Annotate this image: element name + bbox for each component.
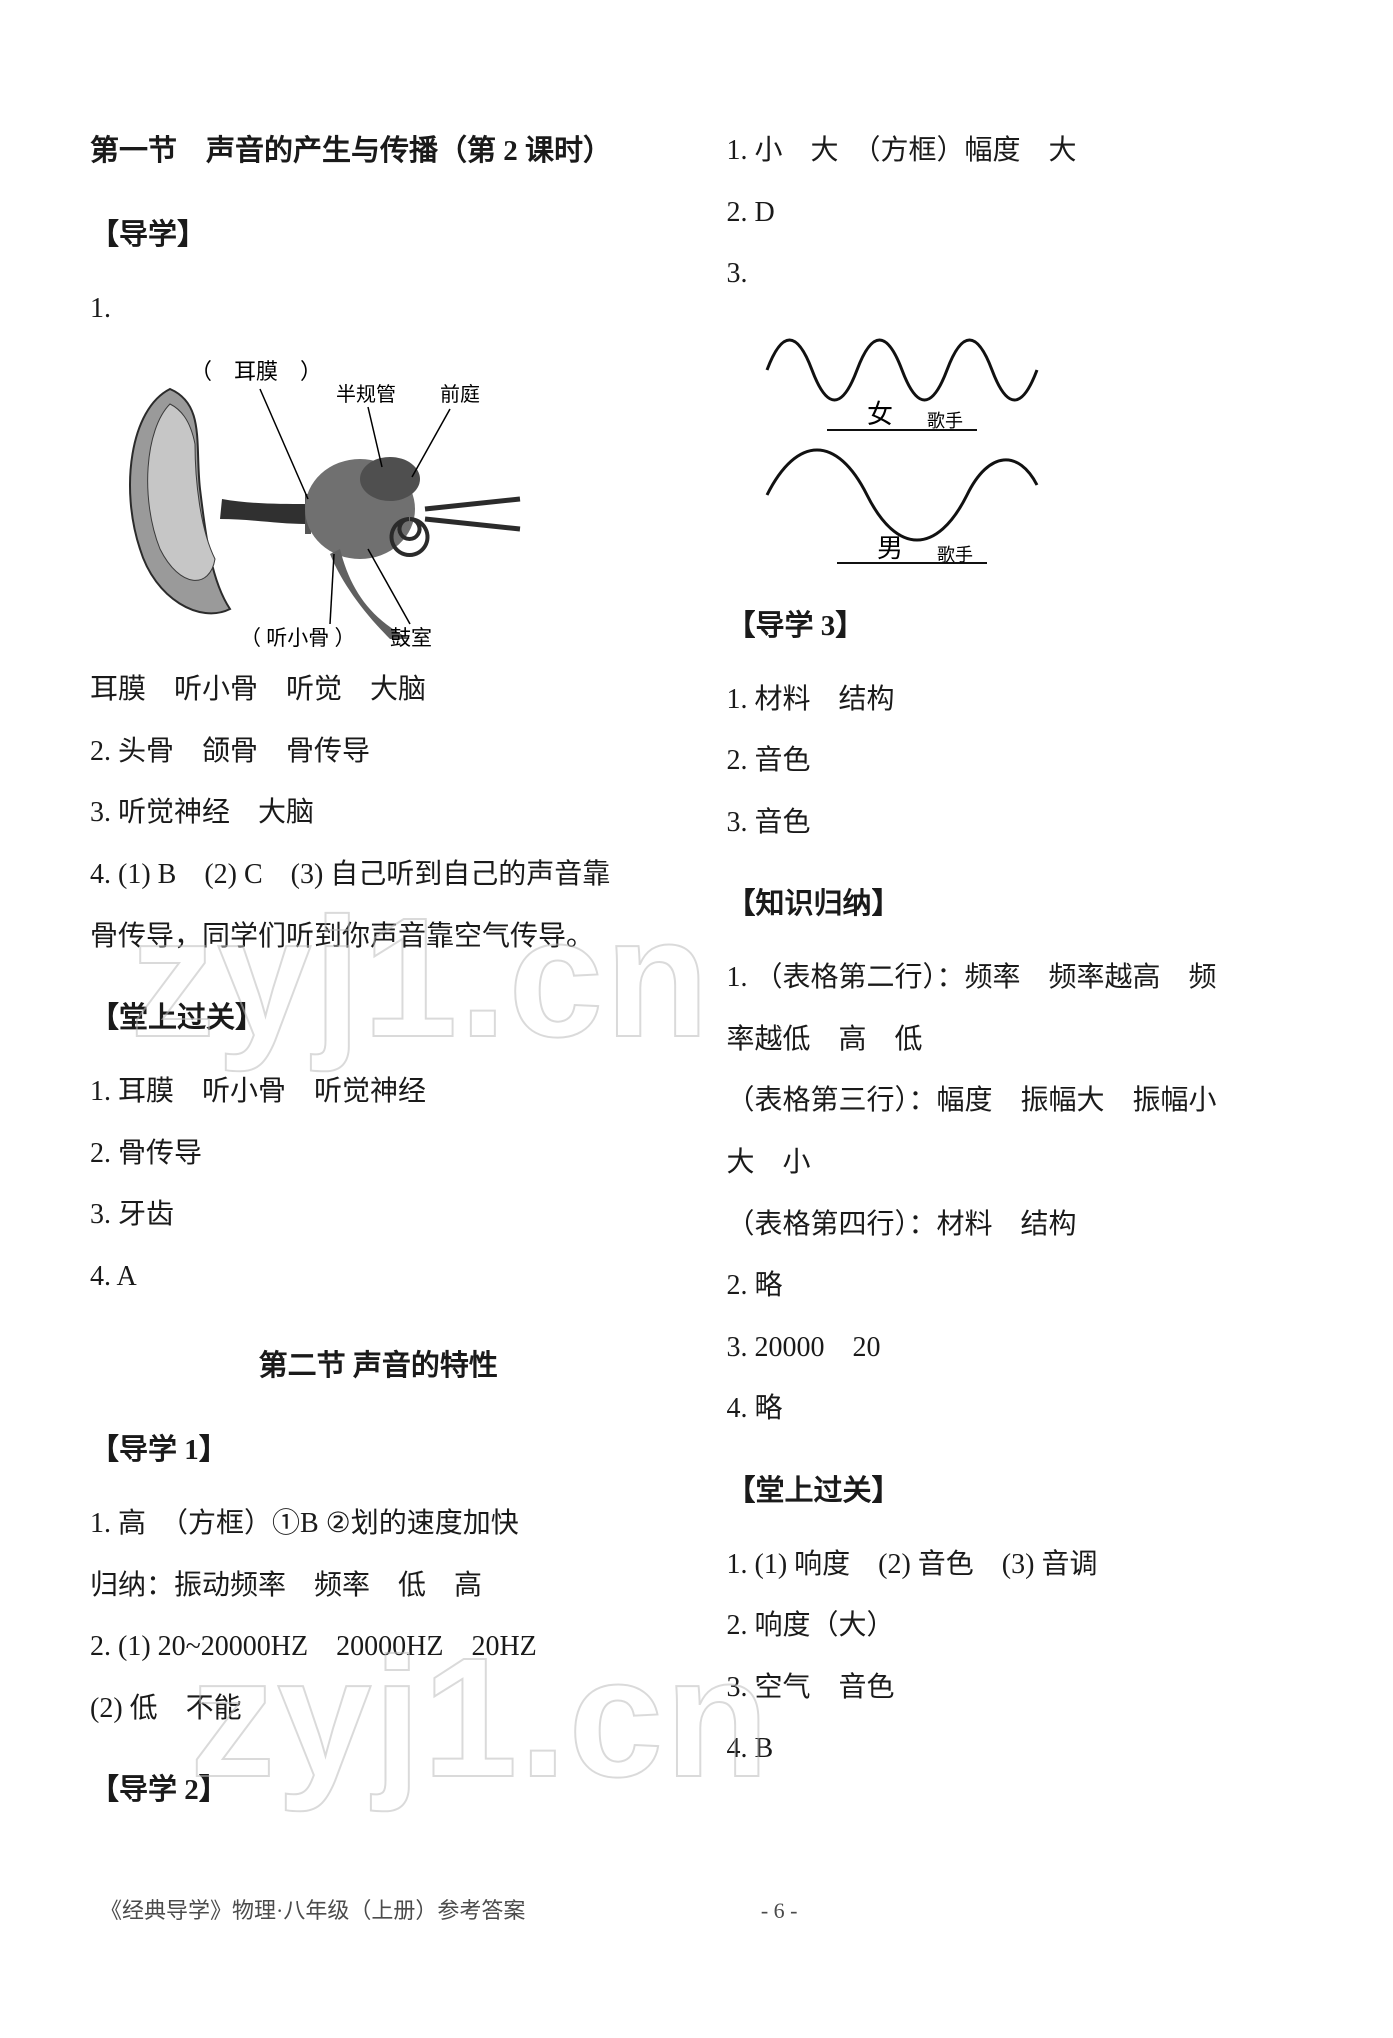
heading-daoxue3: 【导学 3】	[727, 595, 1304, 659]
zhishi-3: 3. 20000 20	[727, 1317, 1304, 1379]
heading-tangguan-left: 【堂上过关】	[90, 987, 667, 1051]
left-q3: 3. 听觉神经 大脑	[90, 782, 667, 844]
heading-daoxue2: 【导学 2】	[90, 1759, 667, 1823]
ear-label-eardrum: （ 耳膜 ）	[190, 359, 322, 384]
dx1-summary: 归纳：振动频率 频率 低 高	[90, 1555, 667, 1617]
page-footer: 《经典导学》物理·八年级（上册）参考答案 - 6 -	[90, 1893, 1303, 1925]
r2: 2. D	[727, 182, 1304, 244]
r3: 3.	[727, 243, 1304, 305]
two-column-layout: 第一节 声音的产生与传播（第 2 课时） 【导学】 1.	[90, 120, 1303, 1833]
heading-daoxue1: 【导学 1】	[90, 1419, 667, 1483]
left-t4: 4. A	[90, 1246, 667, 1308]
tg3: 3. 空气 音色	[727, 1657, 1304, 1719]
ear-label-semicircular: 半规管	[336, 383, 396, 406]
section-1-title: 第一节 声音的产生与传播（第 2 课时）	[90, 120, 667, 184]
page: zyj1.cn zyj1.cn 第一节 声音的产生与传播（第 2 课时） 【导学…	[0, 0, 1393, 1965]
dx1-2a: 2. (1) 20~20000HZ 20000HZ 20HZ	[90, 1616, 667, 1678]
footer-page-number: - 6 -	[525, 1898, 1033, 1924]
dx1-1: 1. 高 （方框）①B ②划的速度加快	[90, 1493, 667, 1555]
zhishi-4: 4. 略	[727, 1378, 1304, 1440]
left-t2: 2. 骨传导	[90, 1123, 667, 1185]
right-column: 1. 小 大 （方框）幅度 大 2. D 3. 女 歌手 男 歌手 【导学 3】…	[727, 120, 1304, 1833]
zhishi-1d: 大 小	[727, 1132, 1304, 1194]
zhishi-1a: 1. （表格第二行）：频率 频率越高 频	[727, 947, 1304, 1009]
ear-label-tympanic: 鼓室	[390, 626, 432, 649]
q1-label: 1.	[90, 278, 667, 340]
tg2: 2. 响度（大）	[727, 1595, 1304, 1657]
left-q4-line1: 4. (1) B (2) C (3) 自己听到自己的声音靠	[90, 844, 667, 906]
zhishi-2: 2. 略	[727, 1255, 1304, 1317]
footer-book-title: 《经典导学》物理·八年级（上册）参考答案	[100, 1893, 525, 1925]
wave-diagram: 女 歌手 男 歌手	[727, 315, 1067, 575]
left-t3: 3. 牙齿	[90, 1184, 667, 1246]
zhishi-1c: （表格第三行）：幅度 振幅大 振幅小	[727, 1070, 1304, 1132]
r1: 1. 小 大 （方框）幅度 大	[727, 120, 1304, 182]
left-q4-line2: 骨传导，同学们听到你声音靠空气传导。	[90, 906, 667, 968]
zhishi-1e: （表格第四行）：材料 结构	[727, 1194, 1304, 1256]
zhishi-1b: 率越低 高 低	[727, 1009, 1304, 1071]
dx3-1: 1. 材料 结构	[727, 669, 1304, 731]
left-t1: 1. 耳膜 听小骨 听觉神经	[90, 1061, 667, 1123]
heading-daoxue: 【导学】	[90, 204, 667, 268]
dx3-2: 2. 音色	[727, 730, 1304, 792]
ear-label-vestibule: 前庭	[440, 383, 480, 406]
tg1: 1. (1) 响度 (2) 音色 (3) 音调	[727, 1534, 1304, 1596]
heading-zhishi: 【知识归纳】	[727, 873, 1304, 937]
wave-male-label: 男	[877, 534, 903, 563]
wave-male-sub: 歌手	[937, 545, 973, 565]
ear-diagram: （ 耳膜 ） 半规管 前庭 （ 听小骨 ） 鼓室	[110, 349, 540, 649]
left-column: 第一节 声音的产生与传播（第 2 课时） 【导学】 1.	[90, 120, 667, 1833]
dx3-3: 3. 音色	[727, 792, 1304, 854]
ear-label-ossicle: （ 听小骨 ）	[240, 626, 356, 649]
wave-female-sub: 歌手	[927, 411, 963, 431]
wave-female-label: 女	[867, 400, 893, 429]
ear-answer-line: 耳膜 听小骨 听觉 大脑	[90, 659, 667, 721]
dx1-2b: (2) 低 不能	[90, 1678, 667, 1740]
heading-tangguan-right: 【堂上过关】	[727, 1460, 1304, 1524]
left-q2: 2. 头骨 颌骨 骨传导	[90, 721, 667, 783]
section-2-title: 第二节 声音的特性	[90, 1335, 667, 1399]
tg4: 4. B	[727, 1718, 1304, 1780]
